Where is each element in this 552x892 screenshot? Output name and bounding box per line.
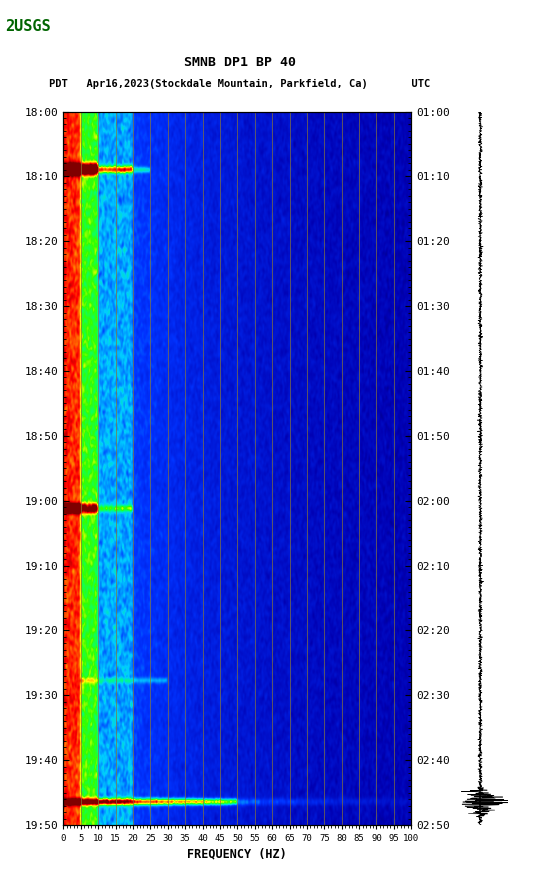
Text: 2USGS: 2USGS <box>6 20 51 34</box>
Text: PDT   Apr16,2023(Stockdale Mountain, Parkfield, Ca)       UTC: PDT Apr16,2023(Stockdale Mountain, Parkf… <box>50 78 431 89</box>
X-axis label: FREQUENCY (HZ): FREQUENCY (HZ) <box>188 847 287 860</box>
Text: SMNB DP1 BP 40: SMNB DP1 BP 40 <box>184 56 296 69</box>
